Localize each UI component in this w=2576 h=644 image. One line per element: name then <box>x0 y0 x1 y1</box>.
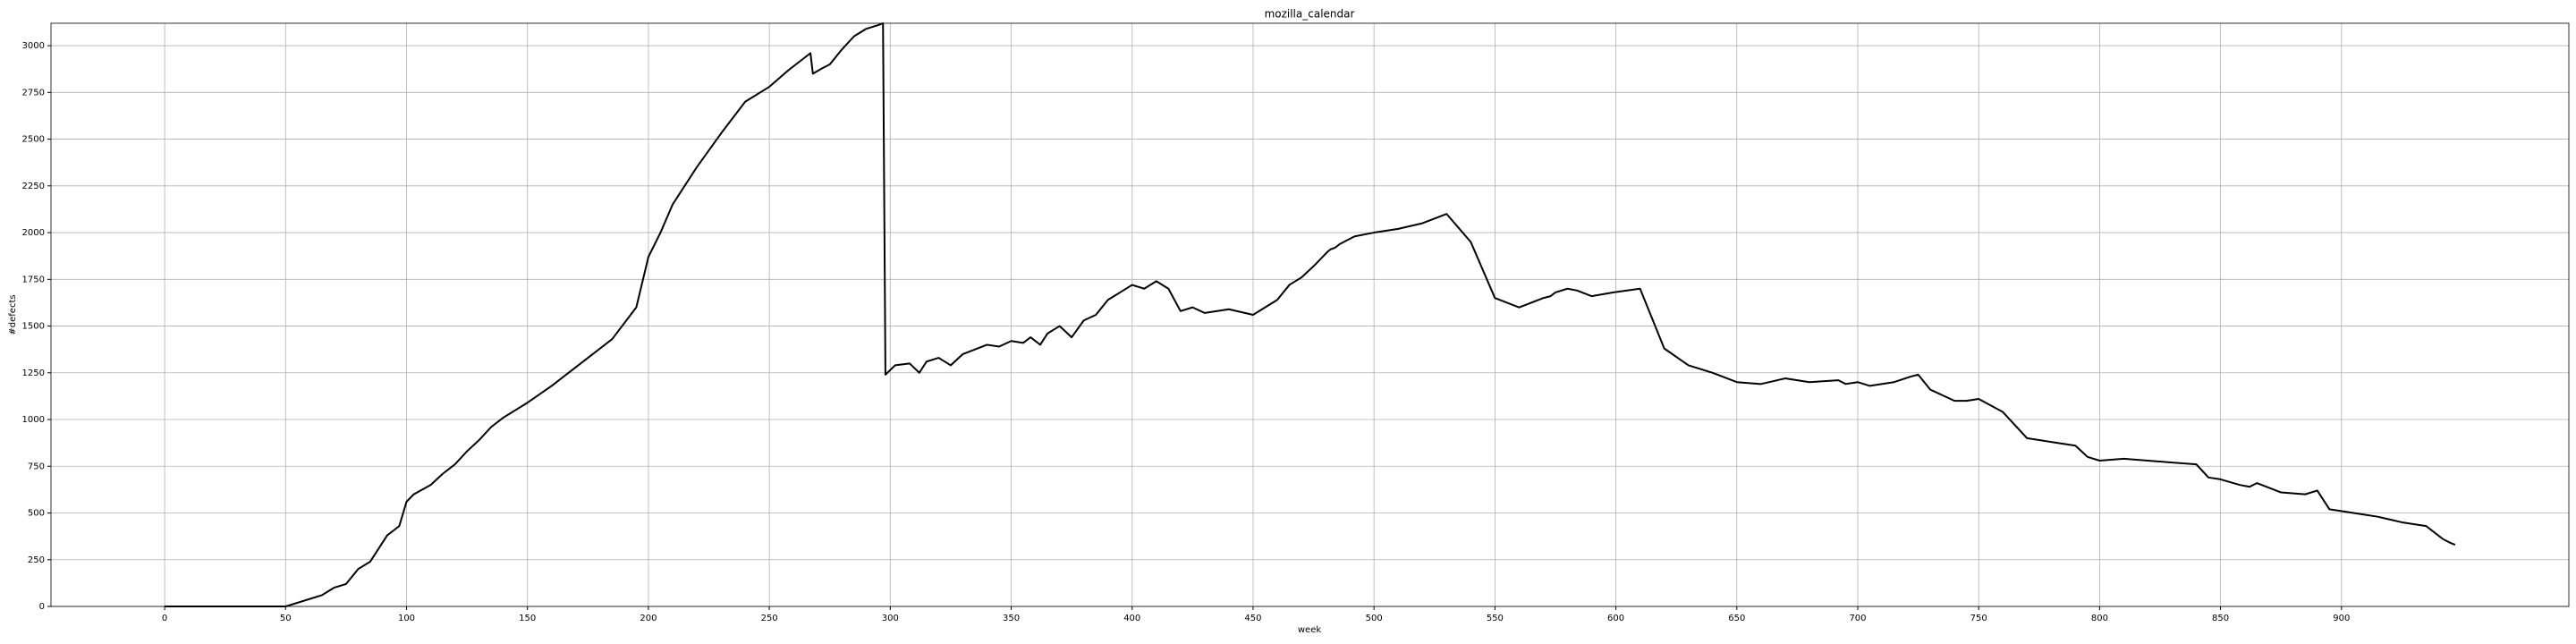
y-tick-label: 2500 <box>22 135 45 145</box>
y-tick-label: 500 <box>28 509 45 519</box>
y-tick-label: 1750 <box>22 275 45 284</box>
x-tick-label: 650 <box>1728 614 1745 623</box>
x-tick-label: 150 <box>519 614 536 623</box>
x-tick-label: 450 <box>1244 614 1261 623</box>
x-tick-label: 50 <box>280 614 292 623</box>
x-tick-label: 750 <box>1970 614 1987 623</box>
y-tick-label: 1500 <box>22 322 45 332</box>
x-tick-label: 700 <box>1849 614 1866 623</box>
x-tick-label: 850 <box>2212 614 2229 623</box>
data-line <box>165 22 2456 607</box>
y-tick-label: 1000 <box>22 415 45 425</box>
y-tick-label: 3000 <box>22 41 45 51</box>
x-axis-label: week <box>1298 625 1321 635</box>
chart-title: mozilla_calendar <box>1265 8 1355 21</box>
x-tick-label: 0 <box>162 614 167 623</box>
x-tick-label: 550 <box>1487 614 1504 623</box>
x-tick-label: 400 <box>1123 614 1140 623</box>
y-tick-label: 2000 <box>22 228 45 238</box>
y-tick-label: 750 <box>28 462 45 471</box>
y-tick-label: 1250 <box>22 369 45 378</box>
x-tick-label: 250 <box>761 614 778 623</box>
y-tick-label: 250 <box>28 555 45 565</box>
x-tick-label: 200 <box>640 614 657 623</box>
y-tick-label: 2250 <box>22 182 45 191</box>
x-tick-label: 600 <box>1607 614 1624 623</box>
x-tick-label: 100 <box>398 614 415 623</box>
x-tick-label: 300 <box>882 614 899 623</box>
y-tick-label: 0 <box>39 602 45 612</box>
y-axis-label: #defects <box>8 294 18 335</box>
x-tick-label: 350 <box>1003 614 1020 623</box>
x-tick-label: 500 <box>1366 614 1383 623</box>
x-tick-label: 900 <box>2333 614 2350 623</box>
y-tick-label: 2750 <box>22 88 45 97</box>
plot-frame <box>50 22 2570 607</box>
x-tick-label: 800 <box>2091 614 2108 623</box>
